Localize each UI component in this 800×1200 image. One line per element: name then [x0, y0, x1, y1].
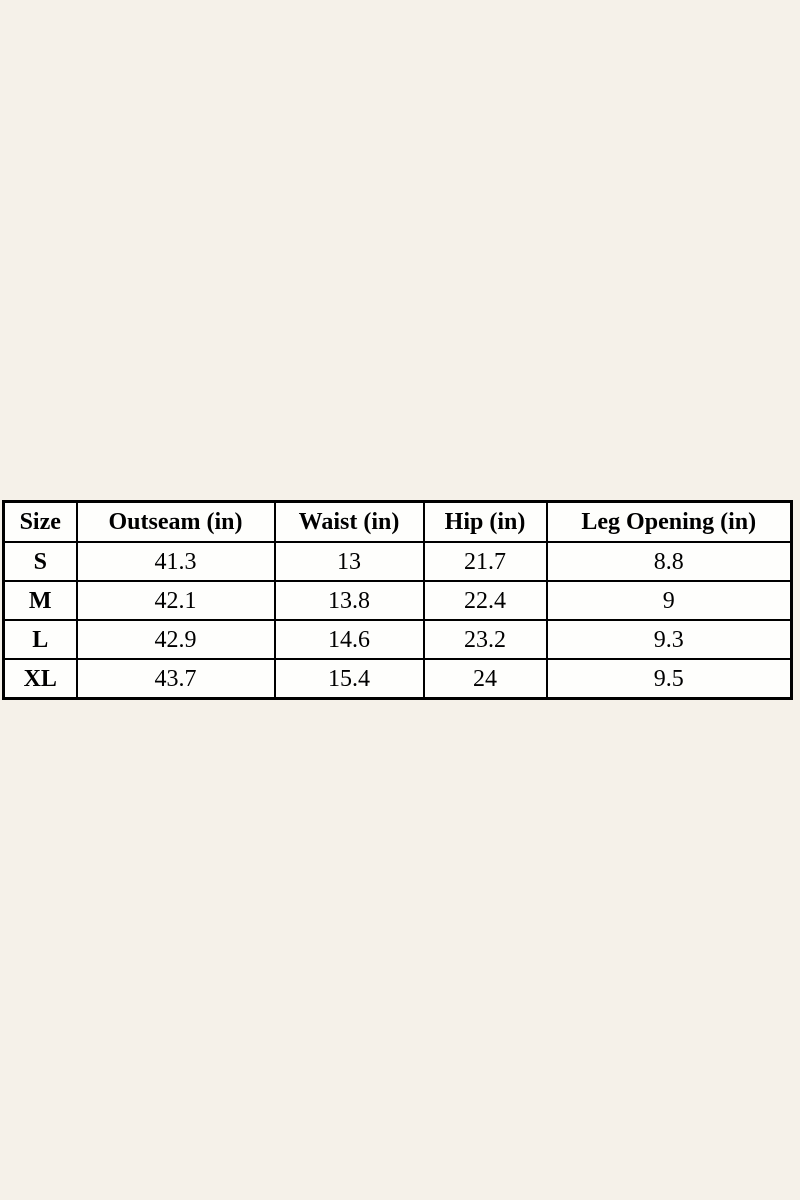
cell-outseam: 43.7 [75, 658, 276, 700]
cell-waist: 15.4 [273, 658, 425, 700]
table-row-xl: XL 43.7 15.4 24 9.5 [2, 658, 793, 700]
cell-hip: 23.2 [422, 619, 548, 660]
cell-leg-opening: 9.3 [545, 619, 793, 660]
table-row-l: L 42.9 14.6 23.2 9.3 [2, 619, 793, 660]
cell-leg-opening: 8.8 [545, 541, 793, 582]
column-header-waist: Waist (in) [273, 500, 425, 543]
cell-hip: 21.7 [422, 541, 548, 582]
cell-hip: 22.4 [422, 580, 548, 621]
cell-outseam: 42.9 [75, 619, 276, 660]
size-chart-container: Size Outseam (in) Waist (in) Hip (in) Le… [2, 500, 793, 700]
column-header-hip: Hip (in) [422, 500, 548, 543]
table-row-m: M 42.1 13.8 22.4 9 [2, 580, 793, 621]
column-header-outseam: Outseam (in) [75, 500, 276, 543]
header-row: Size Outseam (in) Waist (in) Hip (in) Le… [2, 500, 793, 543]
row-label-size: XL [2, 658, 78, 700]
cell-outseam: 41.3 [75, 541, 276, 582]
column-header-size: Size [2, 500, 78, 543]
row-label-size: S [2, 541, 78, 582]
cell-waist: 13 [273, 541, 425, 582]
column-header-leg-opening: Leg Opening (in) [545, 500, 793, 543]
row-label-size: L [2, 619, 78, 660]
cell-waist: 13.8 [273, 580, 425, 621]
cell-leg-opening: 9 [545, 580, 793, 621]
cell-leg-opening: 9.5 [545, 658, 793, 700]
cell-hip: 24 [422, 658, 548, 700]
table-row-s: S 41.3 13 21.7 8.8 [2, 541, 793, 582]
cell-outseam: 42.1 [75, 580, 276, 621]
size-chart-table: Size Outseam (in) Waist (in) Hip (in) Le… [2, 500, 793, 700]
cell-waist: 14.6 [273, 619, 425, 660]
row-label-size: M [2, 580, 78, 621]
